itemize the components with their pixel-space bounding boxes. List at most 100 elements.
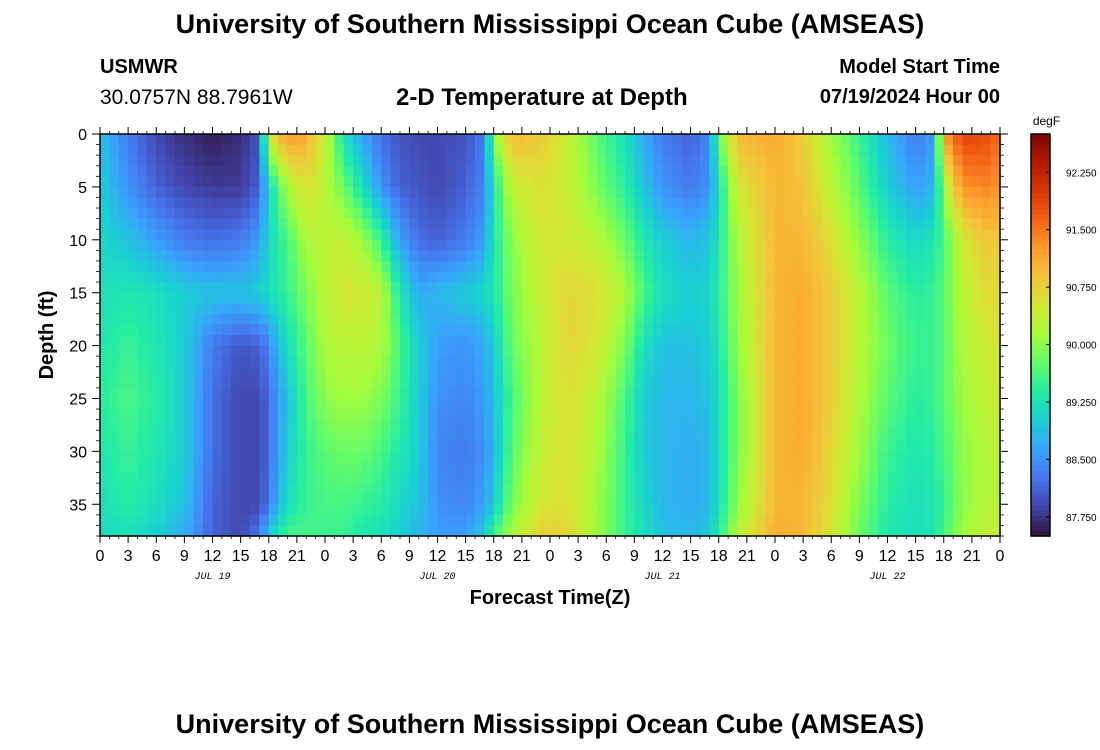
heatmap-cell [521, 345, 532, 357]
heatmap-cell [221, 335, 232, 347]
heatmap-cell [109, 387, 120, 400]
heatmap-cell [887, 451, 898, 463]
heatmap-cell [156, 440, 167, 452]
heatmap-cell [831, 303, 842, 315]
heatmap-cell [137, 493, 148, 505]
heatmap-cell [859, 155, 870, 167]
heatmap-cell [643, 176, 654, 188]
colorbar-segment [1031, 515, 1050, 522]
heatmap-cell [203, 483, 214, 495]
heatmap-cell [662, 218, 673, 230]
heatmap-cell [418, 260, 429, 273]
heatmap-cell [737, 419, 748, 431]
heatmap-cell [681, 292, 692, 304]
heatmap-cell [606, 514, 617, 527]
heatmap-cell [756, 324, 767, 336]
heatmap-cell [531, 345, 542, 357]
heatmap-cell [100, 324, 110, 336]
heatmap-cell [446, 514, 457, 527]
heatmap-cell [887, 493, 898, 505]
heatmap-cell [878, 313, 889, 326]
heatmap-cell [390, 229, 401, 241]
heatmap-cell [981, 324, 992, 336]
heatmap-cell [446, 472, 457, 484]
heatmap-cell [296, 472, 307, 484]
heatmap-cell [587, 461, 598, 474]
heatmap-cell [887, 218, 898, 230]
heatmap-cell [343, 155, 354, 167]
heatmap-cell [803, 144, 814, 156]
heatmap-cell [493, 345, 504, 357]
heatmap-cell [821, 218, 832, 230]
heatmap-cell [278, 313, 289, 326]
heatmap-cell [784, 303, 795, 315]
heatmap-cell [315, 271, 326, 283]
heatmap-cell [212, 430, 223, 442]
heatmap-cell [175, 493, 185, 505]
heatmap-cell [212, 165, 223, 177]
heatmap-cell [231, 493, 242, 505]
heatmap-cell [868, 176, 879, 188]
heatmap-cell [428, 229, 439, 241]
heatmap-cell [943, 356, 954, 368]
heatmap-cell [690, 208, 701, 220]
heatmap-cell [821, 144, 832, 156]
heatmap-cell [653, 335, 664, 347]
heatmap-cell [109, 430, 120, 442]
heatmap-cell [756, 483, 767, 495]
heatmap-cell [868, 165, 879, 177]
heatmap-cell [934, 144, 945, 156]
heatmap-cell [756, 345, 767, 357]
heatmap-cell [540, 525, 551, 537]
heatmap-cell [446, 282, 457, 294]
heatmap-cell [240, 504, 251, 516]
heatmap-cell [156, 451, 167, 463]
heatmap-cell [746, 335, 757, 347]
heatmap-cell [943, 461, 954, 474]
heatmap-cell [287, 176, 298, 188]
heatmap-cell [165, 493, 176, 505]
heatmap-cell [859, 335, 870, 347]
heatmap-cell [343, 430, 354, 442]
heatmap-cell [643, 345, 654, 357]
x-tick-label: 18 [260, 548, 278, 565]
heatmap-cell [390, 387, 401, 400]
heatmap-cell [493, 461, 504, 474]
heatmap-cell [118, 165, 129, 177]
heatmap-cell [175, 218, 185, 230]
heatmap-cell [746, 303, 757, 315]
heatmap-cell [831, 377, 842, 389]
heatmap-cell [259, 430, 270, 442]
heatmap-cell [100, 430, 110, 442]
heatmap-cell [625, 208, 635, 220]
heatmap-cell [737, 525, 748, 537]
heatmap-cell [381, 525, 392, 537]
heatmap-cell [746, 409, 757, 421]
heatmap-cell [315, 356, 326, 368]
heatmap-cell [371, 218, 382, 230]
heatmap-cell [681, 155, 692, 167]
heatmap-cell [503, 176, 514, 188]
heatmap-cell [156, 419, 167, 431]
heatmap-cell [606, 324, 617, 336]
heatmap-cell [512, 282, 523, 294]
heatmap-cell [240, 292, 251, 304]
heatmap-cell [925, 303, 935, 315]
heatmap-cell [934, 292, 945, 304]
heatmap-cell [175, 472, 185, 484]
heatmap-cell [587, 313, 598, 326]
heatmap-cell [662, 324, 673, 336]
heatmap-cell [221, 493, 232, 505]
heatmap-cell [484, 229, 495, 241]
heatmap-cell [287, 461, 298, 474]
heatmap-cell [296, 282, 307, 294]
heatmap-cell [353, 345, 364, 357]
heatmap-cell [278, 250, 289, 262]
heatmap-cell [878, 197, 889, 209]
heatmap-cell [146, 366, 157, 378]
heatmap-cell [850, 271, 860, 283]
heatmap-cell [793, 514, 804, 527]
heatmap-cell [981, 356, 992, 368]
heatmap-cell [943, 197, 954, 209]
colorbar-segment [1031, 229, 1050, 236]
